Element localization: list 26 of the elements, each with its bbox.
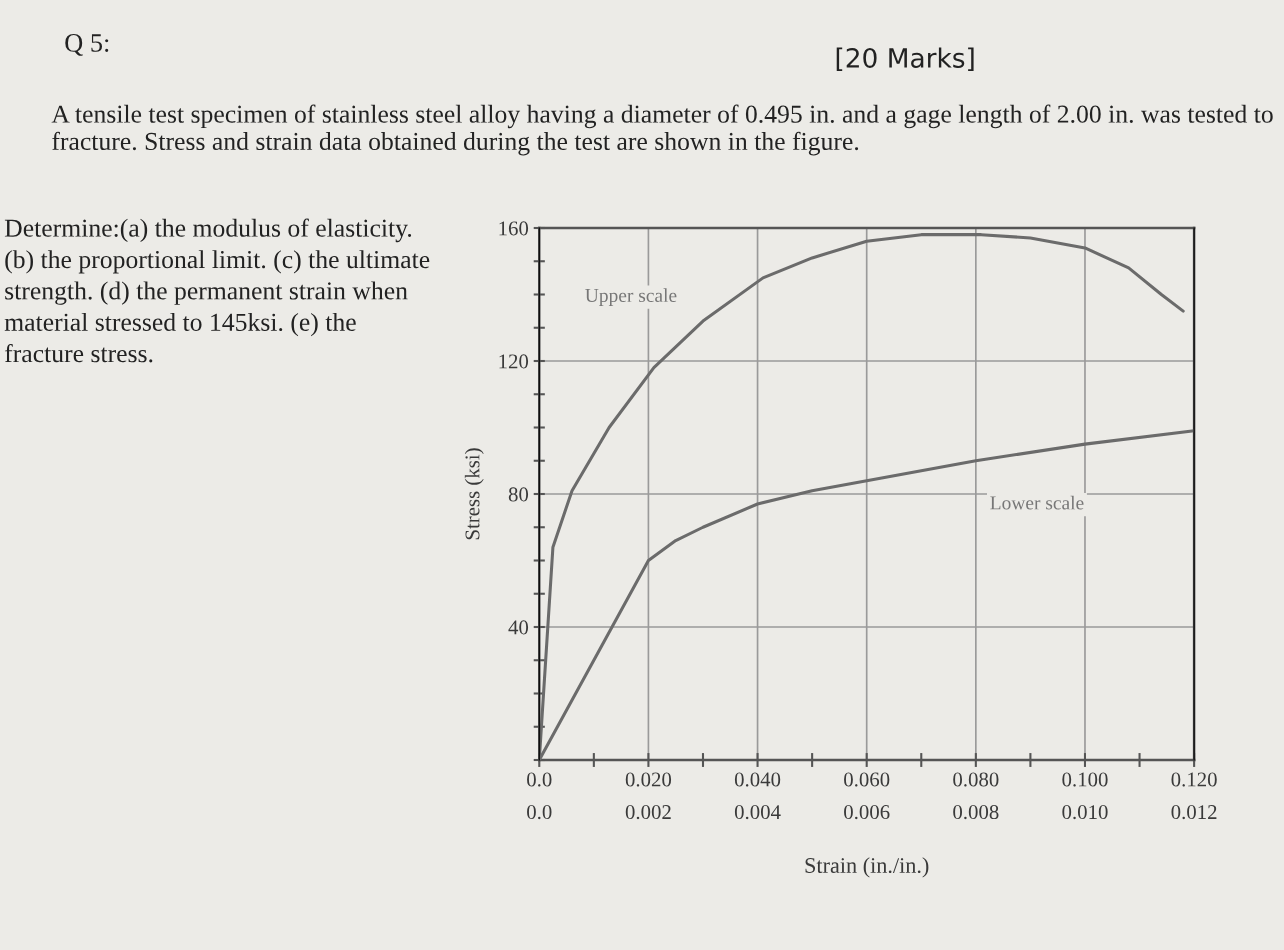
chart-subtitle: [20 Marks] bbox=[836, 47, 974, 72]
y-axis-title: Stress (ksi) bbox=[464, 448, 484, 540]
series-label: Lower scale bbox=[990, 495, 1084, 510]
y-tick-label: 120 bbox=[499, 354, 529, 369]
x-tick-label: 0.120 bbox=[1171, 772, 1217, 787]
x2-tick-label: 0.002 bbox=[625, 805, 671, 820]
x-tick-label: 0.0 bbox=[527, 772, 552, 787]
x-tick-label: 0.080 bbox=[953, 772, 999, 787]
text: Determine:(a) the modulus of elasticity. (b) the proportional limit. (c) the ultimate strength. (d) the permanent strain when material stressed to 145ksi. (e) the fracture stress. bbox=[4, 218, 430, 363]
y-tick-label: 160 bbox=[499, 221, 529, 236]
x2-tick-label: 0.006 bbox=[844, 805, 890, 820]
text: Q 5: bbox=[65, 34, 109, 56]
x2-tick-label: 0.0 bbox=[527, 805, 552, 820]
y-tick-label: 80 bbox=[508, 487, 529, 502]
y-tick-label: 40 bbox=[508, 620, 529, 635]
x-tick-label: 0.040 bbox=[734, 772, 781, 787]
x2-tick-label: 0.008 bbox=[953, 805, 999, 820]
text: A tensile test specimen of stainless steel alloy having a diameter of 0.495 in. and a gage length of 2.00 in. was tested to fracture. Stress and strain data obtained during the test are shown in the figure. bbox=[51, 104, 1273, 156]
x-tick-label: 0.100 bbox=[1062, 772, 1108, 787]
x-tick-label: 0.060 bbox=[844, 772, 890, 787]
x2-tick-label: 0.004 bbox=[734, 805, 781, 820]
series-label: Upper scale bbox=[585, 288, 677, 306]
x2-tick-label: 0.012 bbox=[1171, 805, 1217, 820]
x2-tick-label: 0.010 bbox=[1062, 805, 1108, 820]
x-axis-title: Strain (in./in.) bbox=[805, 857, 929, 878]
x-tick-label: 0.020 bbox=[625, 772, 672, 787]
